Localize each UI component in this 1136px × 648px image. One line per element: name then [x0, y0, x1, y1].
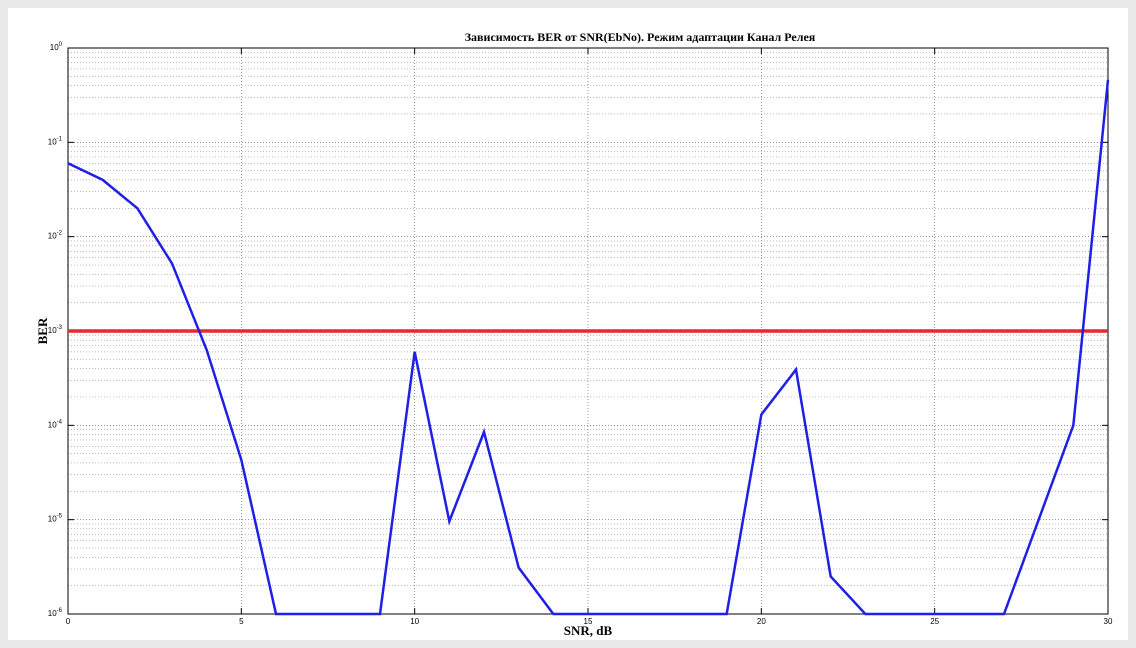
y-tick-exponent: -4	[57, 419, 63, 425]
x-tick-label: 5	[239, 617, 244, 626]
y-tick-base: 10	[48, 232, 57, 241]
y-tick-exponent: 0	[59, 42, 63, 48]
y-tick-base: 10	[48, 420, 57, 429]
x-tick-label: 0	[66, 617, 71, 626]
y-tick-label: 10-4	[48, 419, 63, 430]
y-tick-label: 100	[50, 42, 63, 53]
x-tick-label: 10	[410, 617, 419, 626]
y-tick-label: 10-2	[48, 230, 63, 241]
x-axis-label: SNR, dB	[564, 623, 613, 638]
y-tick-base: 10	[48, 609, 57, 618]
y-tick-exponent: -3	[57, 325, 63, 331]
chart-title: Зависимость BER от SNR(EbNo). Режим адап…	[465, 30, 816, 44]
y-tick-label: 10-6	[48, 608, 63, 619]
x-tick-label: 30	[1104, 617, 1113, 626]
y-tick-label: 10-1	[48, 136, 63, 147]
data-line	[67, 79, 1110, 616]
y-tick-exponent: -1	[57, 136, 63, 142]
y-tick-label: 10-3	[48, 325, 63, 336]
x-tick-label: 20	[757, 617, 766, 626]
y-tick-base: 10	[48, 515, 57, 524]
y-tick-base: 10	[50, 43, 59, 52]
y-tick-exponent: -2	[57, 230, 63, 236]
y-tick-base: 10	[48, 326, 57, 335]
x-tick-label: 25	[930, 617, 939, 626]
y-tick-label: 10-5	[48, 513, 63, 524]
y-tick-exponent: -5	[57, 513, 63, 519]
y-tick-exponent: -6	[57, 608, 63, 614]
x-tick-label: 15	[584, 617, 593, 626]
y-tick-base: 10	[48, 137, 57, 146]
y-axis-label: BER	[35, 317, 50, 344]
